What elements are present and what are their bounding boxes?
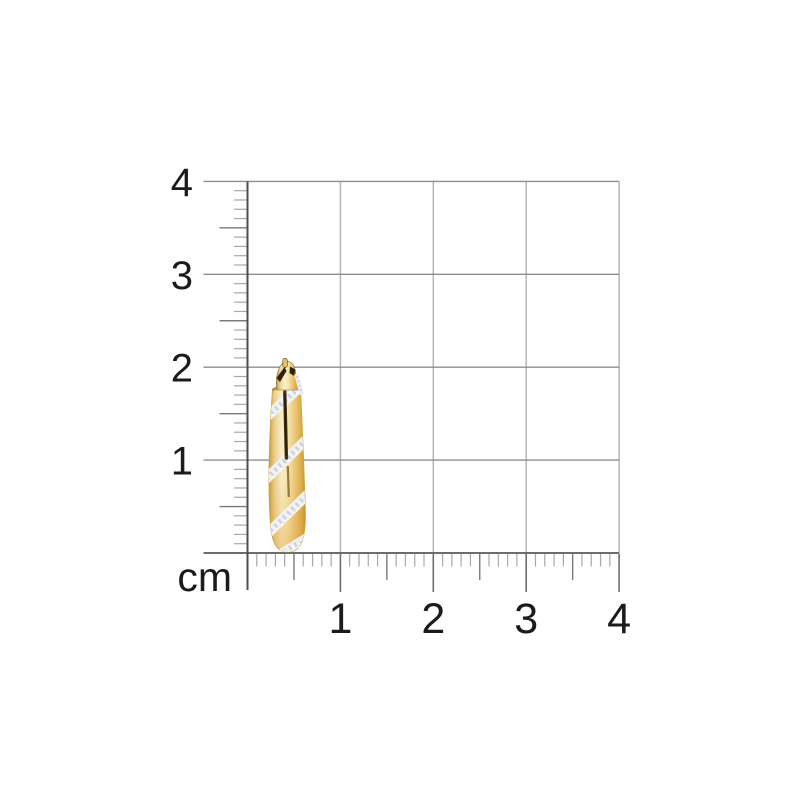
clasp-glitter-speckle xyxy=(296,375,303,394)
ruler-labels: cm 4 3 2 1 1 2 3 4 xyxy=(171,161,631,643)
ruler-grid xyxy=(203,180,620,592)
left-axis-label-4cm: 4 xyxy=(171,161,193,205)
earring-clasp xyxy=(276,358,304,396)
hoop-gap-slit-core xyxy=(284,393,287,457)
clasp-dark-right xyxy=(289,366,296,376)
bottom-axis-label-4cm: 4 xyxy=(607,595,631,643)
sparkle-dots xyxy=(271,391,302,553)
left-axis-label-1cm: 1 xyxy=(171,440,193,484)
left-axis-label-3cm: 3 xyxy=(171,254,193,298)
unit-label: cm xyxy=(177,554,232,600)
hoop-gap-slit-lower xyxy=(286,465,290,498)
left-axis-label-2cm: 2 xyxy=(171,347,193,391)
clasp-pin xyxy=(282,358,288,368)
bottom-axis-label-1cm: 1 xyxy=(328,595,352,643)
bottom-axis-label-2cm: 2 xyxy=(421,595,445,643)
clasp-dark-left xyxy=(276,367,287,382)
earring-photo xyxy=(268,358,306,553)
bottom-axis-label-3cm: 3 xyxy=(514,595,538,643)
